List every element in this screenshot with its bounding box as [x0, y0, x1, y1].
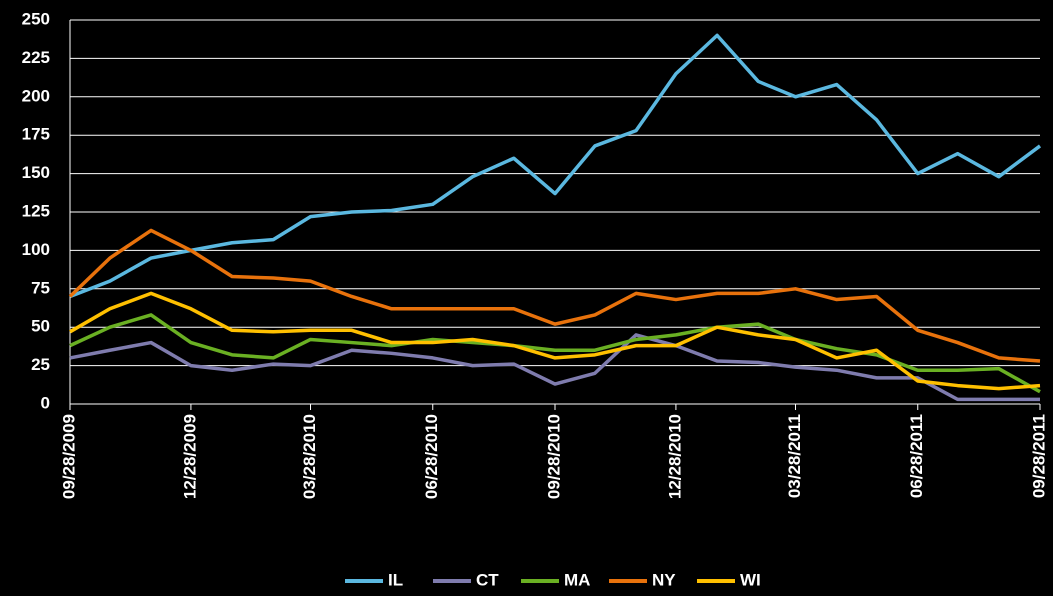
y-tick-label: 175 — [22, 125, 50, 144]
x-tick-label: 06/28/2011 — [907, 414, 926, 498]
y-tick-label: 25 — [31, 355, 50, 374]
x-tick-label: 06/28/2010 — [422, 414, 441, 499]
x-tick-label: 09/28/2010 — [544, 414, 563, 499]
x-tick-label: 03/28/2010 — [300, 414, 319, 499]
x-tick-label: 12/28/2010 — [665, 414, 684, 499]
series-line — [69, 313, 1041, 394]
y-tick-label: 225 — [22, 48, 50, 67]
x-tick-label: 03/28/2011 — [785, 414, 804, 498]
series-line — [69, 33, 1042, 299]
y-tick-label: 200 — [22, 86, 50, 105]
y-tick-label: 50 — [31, 317, 50, 336]
legend-label: CT — [476, 570, 499, 589]
y-tick-label: 150 — [22, 163, 50, 182]
legend-label: MA — [564, 570, 590, 589]
legend-label: NY — [652, 570, 676, 589]
series-line — [69, 291, 1041, 391]
x-tick-label: 09/28/2011 — [1029, 414, 1048, 498]
y-tick-label: 250 — [22, 9, 50, 28]
series-line — [69, 333, 1040, 402]
x-tick-label: 12/28/2009 — [180, 414, 199, 499]
series-line — [68, 228, 1041, 363]
x-tick-label: 09/28/2009 — [59, 414, 78, 499]
y-tick-label: 0 — [41, 393, 50, 412]
y-tick-label: 75 — [31, 278, 50, 297]
legend-label: IL — [388, 570, 403, 589]
y-tick-label: 100 — [22, 240, 50, 259]
y-tick-label: 125 — [22, 201, 50, 220]
legend-label: WI — [740, 570, 761, 589]
